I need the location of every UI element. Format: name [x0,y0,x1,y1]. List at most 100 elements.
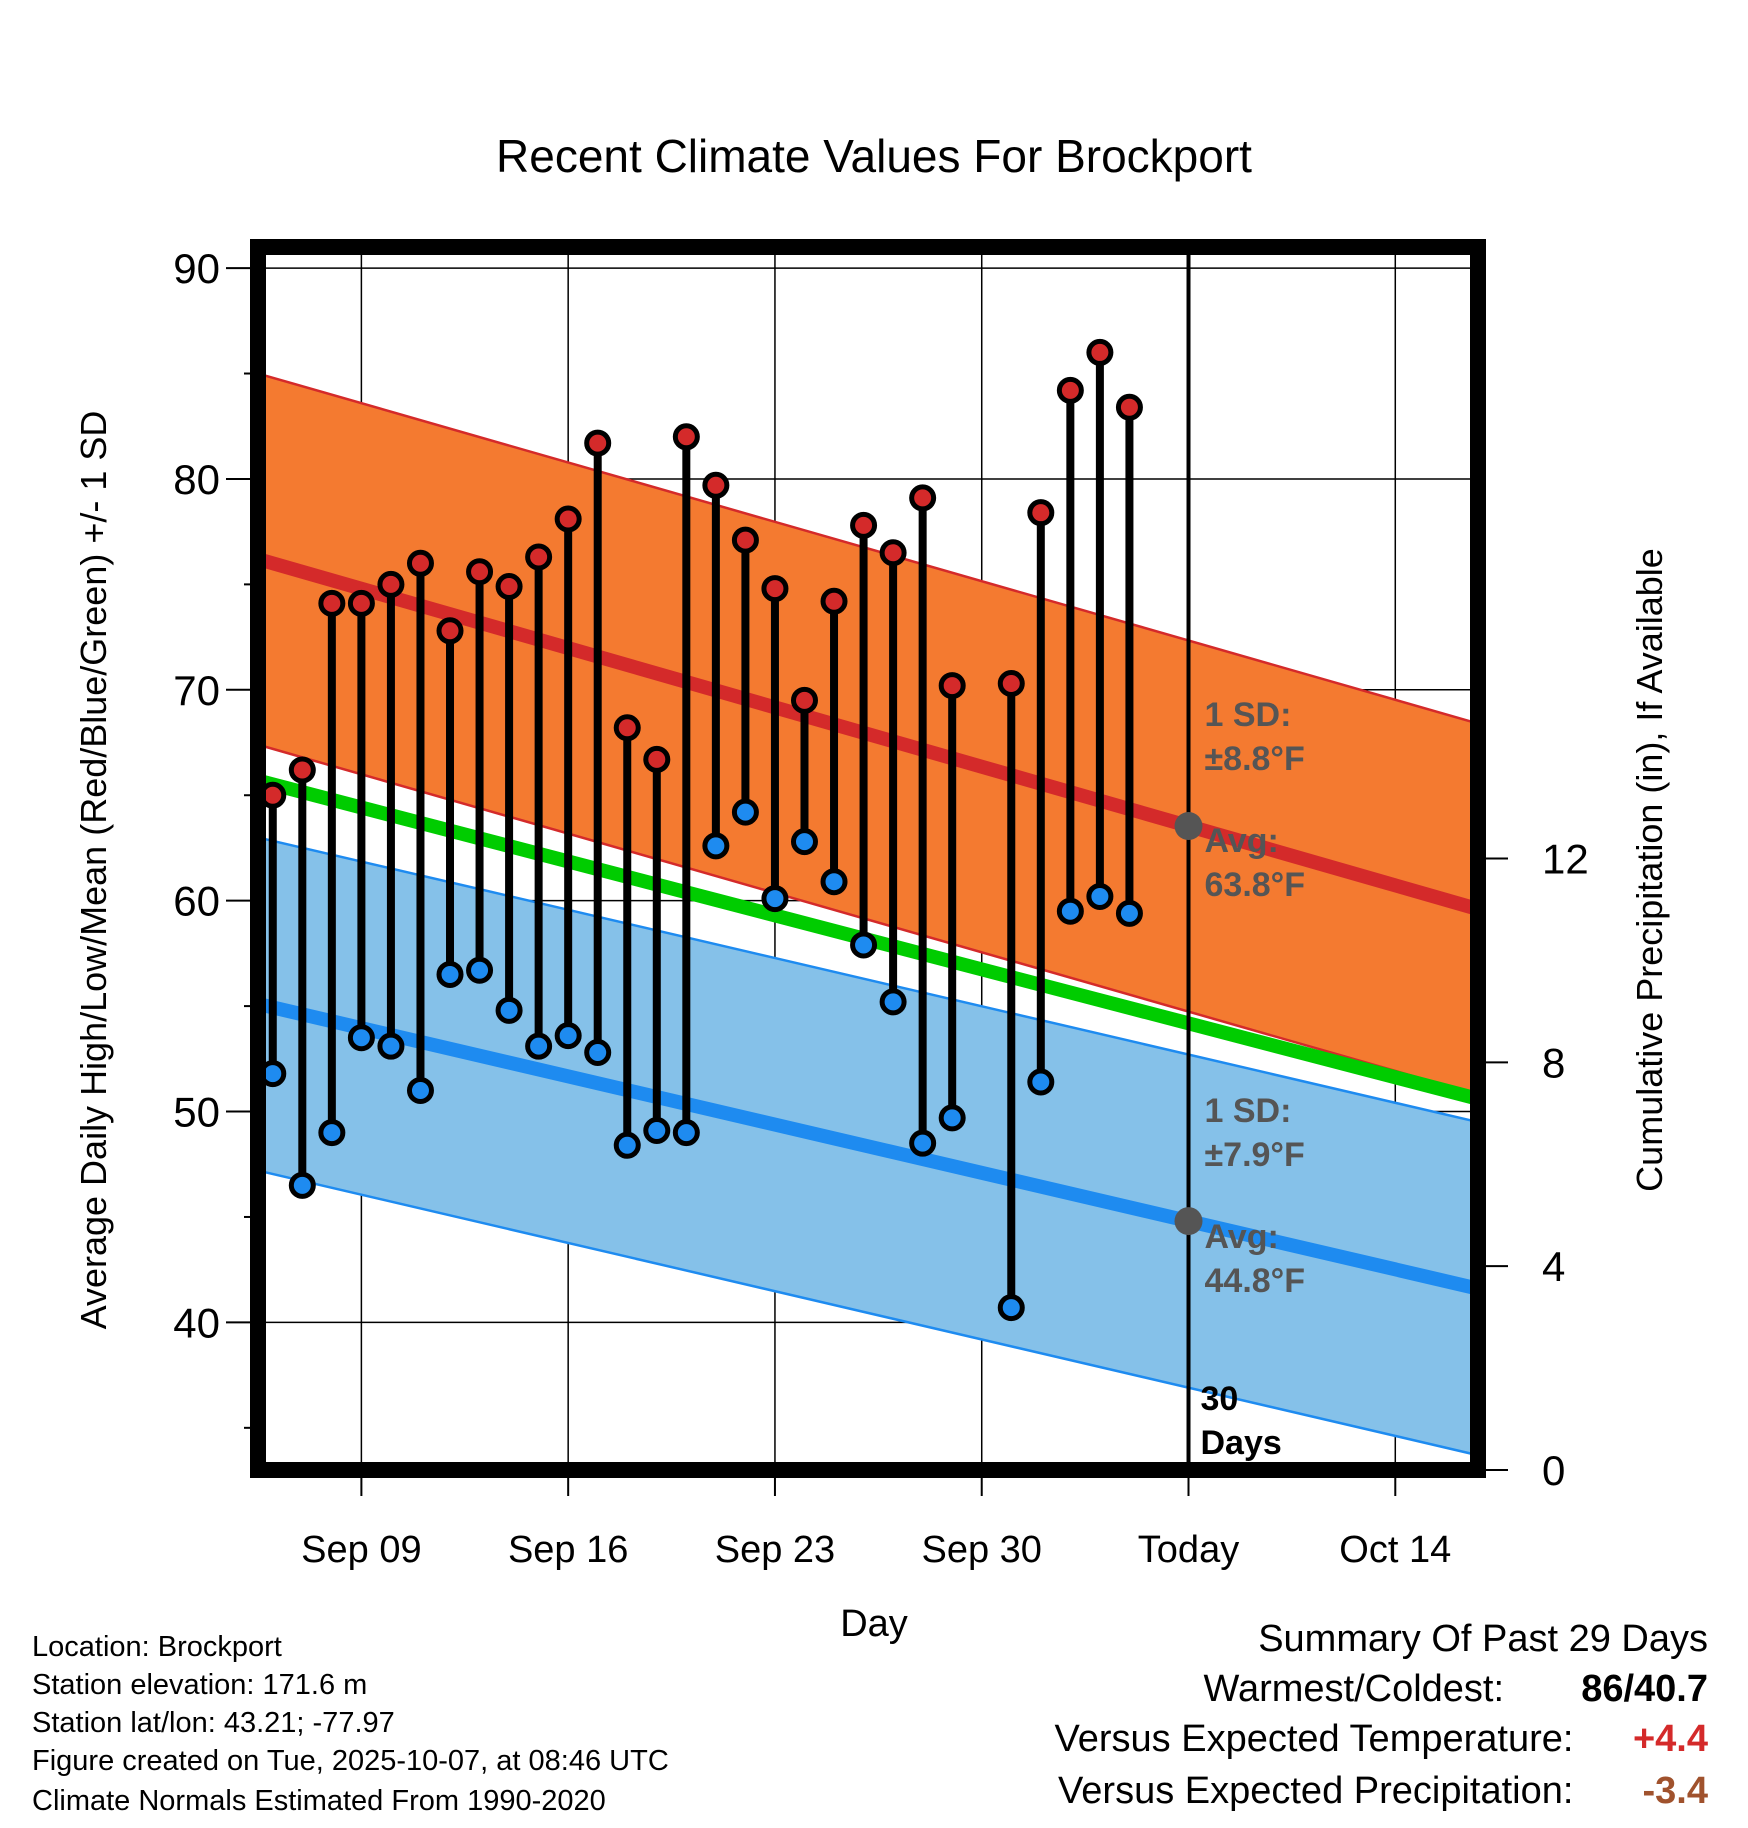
summary-temp-row: Versus Expected Temperature: +4.4 [1055,1718,1708,1761]
high-point [288,756,316,784]
high-point [1056,376,1084,404]
low-point [406,1076,434,1104]
low-point [702,832,730,860]
low-point [1027,1068,1055,1096]
x-tick-label: Oct 14 [1339,1529,1451,1571]
high-point [997,669,1025,697]
low-point [938,1104,966,1132]
high-avg-marker [1174,812,1203,841]
high-point [643,745,671,773]
high-point [672,423,700,451]
low-avg-value: 44.8°F [1205,1262,1306,1300]
low-avg-label: Avg: [1205,1218,1279,1256]
low-point [288,1171,316,1199]
summary-separator: / [1623,1668,1635,1710]
info-latlon: Station lat/lon: 43.21; -77.97 [32,1707,395,1739]
summary-warmest: 86 [1581,1668,1624,1710]
low-sd-band-upper-edge [257,836,1479,1124]
high-sd-value: ±8.8°F [1205,740,1305,778]
low-point [643,1117,671,1145]
plot-area: 1 SD: ±8.8°F Avg: 63.8°F 1 SD: ±7.9°F Avg: 44.8… [256,247,1480,1471]
info-elevation: Station elevation: 171.6 m [32,1669,368,1701]
high-point [436,617,464,645]
high-point [525,543,553,571]
low-point [1086,882,1114,910]
low-point [436,960,464,988]
summary-warm-cold-label: Warmest/Coldest: [1203,1668,1505,1710]
low-point [672,1119,700,1147]
high-sd-band-upper-edge [257,372,1479,725]
low-point [761,885,789,913]
info-created: Figure created on Tue, 2025-10-07, at 08… [32,1745,669,1777]
high-point [820,587,848,615]
normal-high-line [256,552,1480,916]
high-point [495,572,523,600]
high-point [761,575,789,603]
x-tick-label: Sep 09 [301,1529,421,1571]
y2-tick-label: 0 [1542,1447,1565,1494]
high-point [879,539,907,567]
low-point [347,1024,375,1052]
y-tick-label: 90 [173,245,220,292]
window-label: Days [1201,1424,1282,1462]
low-point [584,1038,612,1066]
normal-low-line [256,997,1480,1296]
y-tick-label: 40 [173,1299,220,1346]
high-point [1027,499,1055,527]
low-point [790,828,818,856]
low-sd-value: ±7.9°F [1205,1136,1305,1174]
y2-tick-label: 12 [1542,836,1589,883]
summary-temp-value: +4.4 [1632,1718,1708,1760]
y2-tick-label: 8 [1542,1039,1565,1086]
high-avg-value: 63.8°F [1205,866,1306,904]
low-point [1056,897,1084,925]
high-point [909,484,937,512]
low-avg-marker [1174,1207,1203,1236]
low-point [820,868,848,896]
low-point [466,956,494,984]
high-point [702,471,730,499]
summary-warm-cold-row: Warmest/Coldest: 86/40.7 [1204,1668,1709,1711]
y2-axis-label: Cumulative Precipitation (in), If Availa… [1629,548,1670,1192]
high-sd-band-lower-edge [257,743,1479,1096]
high-point [466,558,494,586]
window-number: 30 [1201,1380,1239,1418]
low-point [495,996,523,1024]
x-tick-label: Sep 16 [508,1529,628,1571]
low-sd-band-lower-edge [257,1169,1479,1457]
high-point [584,429,612,457]
high-point [613,714,641,742]
summary-title: Summary Of Past 29 Days [1258,1618,1708,1660]
y-tick-label: 80 [173,456,220,503]
summary-precip-row: Versus Expected Precipitation: -3.4 [1058,1770,1708,1813]
high-point [1115,393,1143,421]
low-point [525,1032,553,1060]
high-point [554,505,582,533]
low-point [850,931,878,959]
y-axis-label: Average Daily High/Low/Mean (Red/Blue/Gr… [73,411,114,1330]
low-point [731,798,759,826]
info-location: Location: Brockport [32,1631,282,1663]
x-axis-label: Day [840,1603,908,1645]
low-point [909,1129,937,1157]
x-tick-label: Sep 23 [715,1529,835,1571]
chart-title: Recent Climate Values For Brockport [496,130,1252,182]
high-point [850,511,878,539]
low-point [377,1032,405,1060]
high-avg-label: Avg: [1205,822,1279,860]
y-tick-label: 50 [173,1089,220,1136]
x-tick-label: Today [1138,1529,1239,1571]
info-normals: Climate Normals Estimated From 1990-2020 [32,1785,606,1817]
high-point [377,570,405,598]
low-point [997,1294,1025,1322]
summary-precip-label: Versus Expected Precipitation: [1058,1770,1574,1812]
high-point [731,526,759,554]
low-sd-label: 1 SD: [1205,1092,1292,1130]
high-point [347,589,375,617]
low-point [1115,899,1143,927]
low-point [879,988,907,1016]
low-point [554,1022,582,1050]
high-sd-label: 1 SD: [1205,696,1292,734]
x-tick-label: Sep 30 [922,1529,1042,1571]
